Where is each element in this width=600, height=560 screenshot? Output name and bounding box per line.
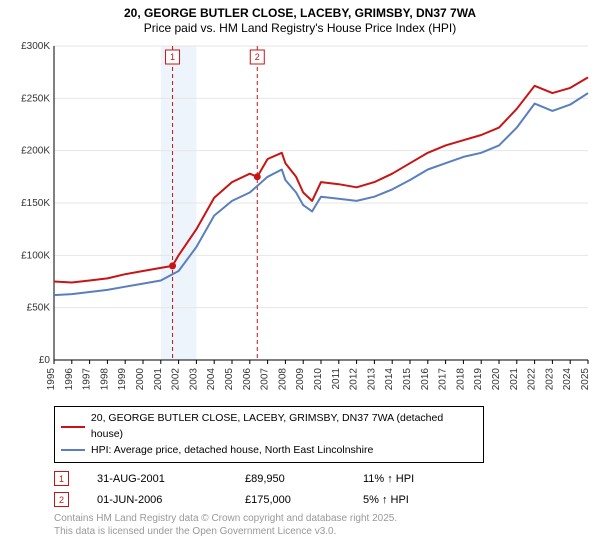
- marker-date: 31-AUG-2001: [97, 473, 217, 485]
- svg-text:2004: 2004: [206, 368, 217, 391]
- svg-text:2018: 2018: [455, 368, 466, 391]
- marker-pct: 11% ↑ HPI: [363, 473, 453, 485]
- svg-text:2019: 2019: [473, 368, 484, 391]
- svg-text:2013: 2013: [366, 368, 377, 391]
- svg-text:2: 2: [255, 52, 260, 62]
- svg-text:2025: 2025: [580, 368, 591, 391]
- title-subtitle: Price paid vs. HM Land Registry's House …: [8, 21, 592, 36]
- svg-text:2010: 2010: [313, 368, 324, 391]
- svg-text:2008: 2008: [277, 368, 288, 391]
- svg-text:2016: 2016: [420, 368, 431, 391]
- legend-item: HPI: Average price, detached house, Nort…: [61, 443, 477, 459]
- marker-pct: 5% ↑ HPI: [363, 494, 453, 506]
- svg-text:2002: 2002: [171, 368, 182, 391]
- svg-text:£200K: £200K: [21, 146, 50, 157]
- svg-text:£300K: £300K: [21, 41, 50, 52]
- marker-row: 1 31-AUG-2001 £89,950 11% ↑ HPI: [54, 471, 592, 486]
- svg-text:2022: 2022: [527, 368, 538, 391]
- svg-text:2000: 2000: [135, 368, 146, 391]
- chart-container: 20, GEORGE BUTLER CLOSE, LACEBY, GRIMSBY…: [0, 0, 600, 560]
- svg-text:2006: 2006: [242, 368, 253, 391]
- svg-text:1999: 1999: [117, 368, 128, 391]
- marker-badge: 1: [54, 471, 69, 486]
- marker-row: 2 01-JUN-2006 £175,000 5% ↑ HPI: [54, 492, 592, 507]
- svg-text:£0: £0: [39, 355, 51, 366]
- svg-text:£100K: £100K: [21, 250, 50, 261]
- svg-text:2014: 2014: [384, 368, 395, 391]
- svg-text:2017: 2017: [438, 368, 449, 391]
- svg-text:2024: 2024: [562, 368, 573, 391]
- legend-item: 20, GEORGE BUTLER CLOSE, LACEBY, GRIMSBY…: [61, 411, 477, 443]
- marker-price: £175,000: [245, 494, 335, 506]
- title-block: 20, GEORGE BUTLER CLOSE, LACEBY, GRIMSBY…: [8, 6, 592, 36]
- svg-text:2023: 2023: [544, 368, 555, 391]
- legend-swatch: [61, 426, 85, 428]
- svg-text:1998: 1998: [99, 368, 110, 391]
- svg-text:£150K: £150K: [21, 198, 50, 209]
- svg-text:2012: 2012: [349, 368, 360, 391]
- credit: Contains HM Land Registry data © Crown c…: [54, 513, 592, 538]
- svg-text:2003: 2003: [188, 368, 199, 391]
- svg-text:2021: 2021: [509, 368, 520, 391]
- legend: 20, GEORGE BUTLER CLOSE, LACEBY, GRIMSBY…: [54, 406, 484, 463]
- credit-line: This data is licensed under the Open Gov…: [54, 526, 592, 539]
- svg-text:2007: 2007: [260, 368, 271, 391]
- svg-text:1997: 1997: [82, 368, 93, 391]
- credit-line: Contains HM Land Registry data © Crown c…: [54, 513, 592, 526]
- marker-badge: 2: [54, 492, 69, 507]
- svg-text:1995: 1995: [46, 368, 57, 391]
- legend-label: HPI: Average price, detached house, Nort…: [91, 443, 373, 459]
- svg-text:2001: 2001: [153, 368, 164, 391]
- chart: £0 £50K £100K £150K £200K £250K £300K 1995 1996 1…: [8, 40, 592, 400]
- svg-text:2011: 2011: [331, 368, 342, 390]
- svg-text:2005: 2005: [224, 368, 235, 391]
- svg-text:1996: 1996: [64, 368, 75, 391]
- svg-text:2020: 2020: [491, 368, 502, 391]
- chart-svg: £0 £50K £100K £150K £200K £250K £300K 1995 1996 1…: [8, 40, 592, 400]
- svg-text:£250K: £250K: [21, 93, 50, 104]
- svg-text:1: 1: [170, 52, 175, 62]
- marker-date: 01-JUN-2006: [97, 494, 217, 506]
- title-address: 20, GEORGE BUTLER CLOSE, LACEBY, GRIMSBY…: [8, 6, 592, 21]
- marker-price: £89,950: [245, 473, 335, 485]
- svg-text:2009: 2009: [295, 368, 306, 391]
- legend-label: 20, GEORGE BUTLER CLOSE, LACEBY, GRIMSBY…: [91, 411, 477, 443]
- legend-swatch: [61, 449, 85, 451]
- event-markers: 1 31-AUG-2001 £89,950 11% ↑ HPI 2 01-JUN…: [54, 471, 592, 507]
- svg-text:2015: 2015: [402, 368, 413, 391]
- svg-text:£50K: £50K: [27, 303, 51, 314]
